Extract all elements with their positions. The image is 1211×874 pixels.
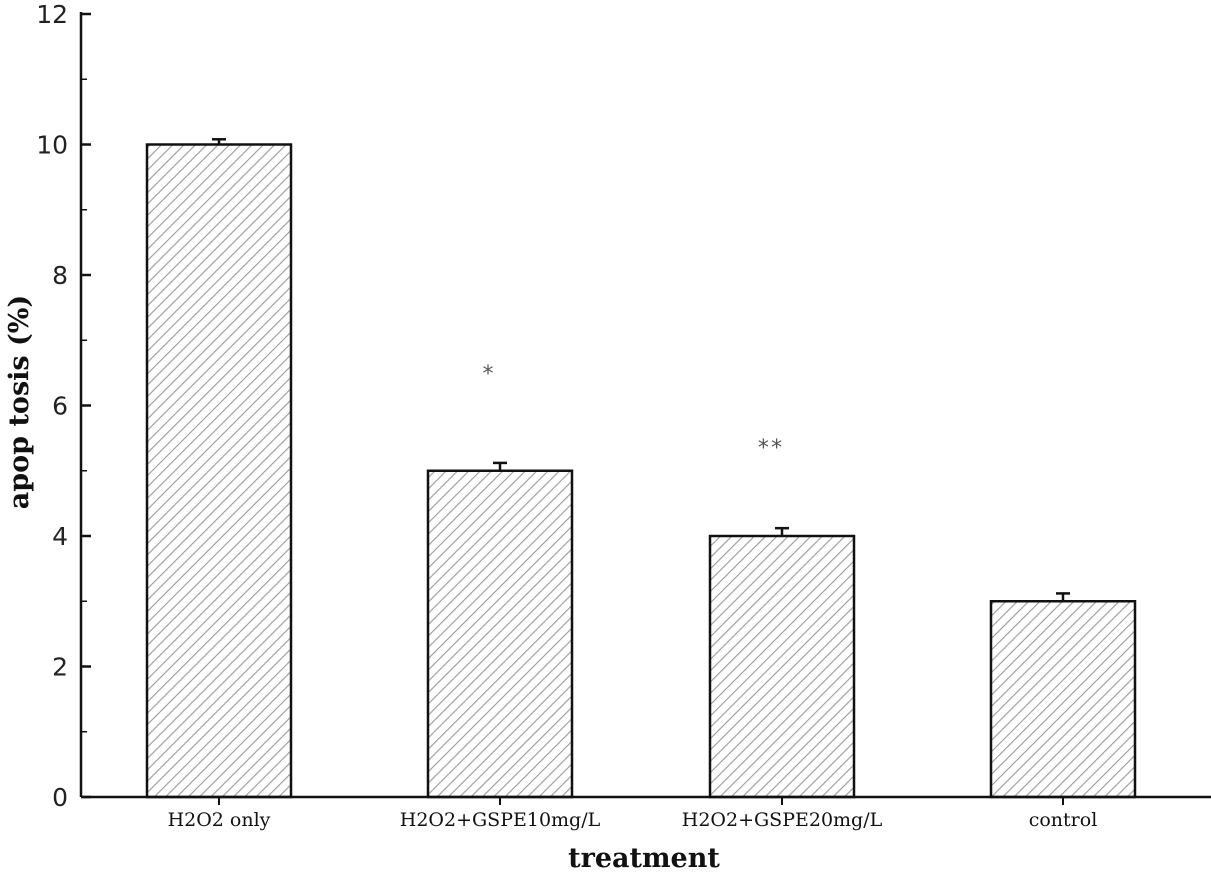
category-label-1: H2O2+GSPE10mg/L [400, 809, 601, 831]
y-tick-label-0: 0 [52, 783, 68, 812]
significance-label-2: ** [757, 436, 784, 461]
y-tick-label-3: 6 [52, 392, 68, 421]
bar-2 [708, 534, 856, 799]
bar-1 [426, 469, 574, 799]
category-label-3: control [1029, 809, 1098, 831]
category-label-0: H2O2 only [168, 809, 271, 831]
bar-0 [145, 143, 293, 799]
y-tick-label-6: 12 [36, 0, 68, 29]
x-axis-title: treatment [568, 843, 720, 874]
y-axis-title: apop tosis (%) [4, 295, 35, 509]
y-tick-label-1: 2 [52, 653, 68, 682]
y-tick-label-5: 10 [36, 131, 68, 160]
bar-3 [989, 600, 1137, 799]
significance-label-1: * [481, 362, 494, 387]
y-tick-label-4: 8 [52, 261, 68, 290]
y-tick-label-2: 4 [52, 522, 68, 551]
category-label-2: H2O2+GSPE20mg/L [682, 809, 883, 831]
